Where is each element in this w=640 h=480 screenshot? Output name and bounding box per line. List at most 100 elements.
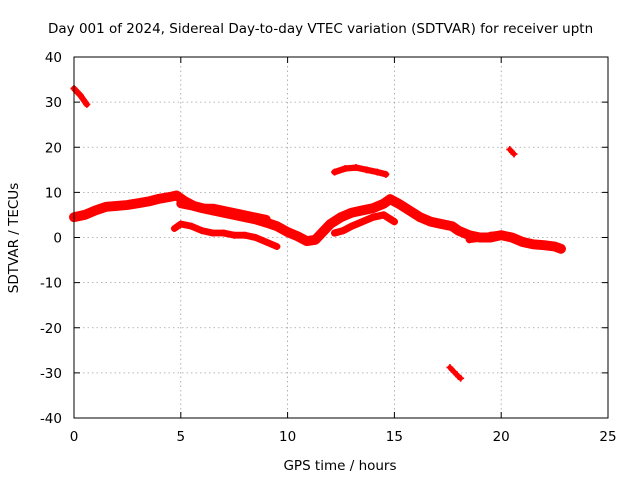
data-point-arc-2-28 [348,209,356,217]
data-point-arc-2-26 [326,220,334,228]
data-point-arc-9-0 [465,236,473,244]
data-point-arc-3-1 [177,220,185,228]
data-point-arc-8-1 [450,368,458,376]
data-point-arc-6-5 [382,170,390,178]
data-point-arc-2-21 [284,228,292,236]
series-group [69,85,566,382]
series-arc-8 [447,365,464,381]
data-point-arc-5-1 [339,227,347,235]
data-point-arc-5-6 [390,218,398,226]
data-point-arc-2-34 [405,206,413,214]
data-point-arc-2-3 [102,203,110,211]
x-tick-label-4: 20 [493,429,510,445]
data-point-arc-3-7 [241,231,249,239]
data-point-arc-2-10 [173,192,181,200]
data-point-arc-2-37 [437,220,445,228]
x-tick-label-0: 0 [70,429,79,445]
y-tick-label-0: -40 [40,411,62,427]
data-point-arc-2-4 [113,202,121,210]
x-tick-label-1: 5 [177,429,186,445]
data-point-arc-1-2 [83,100,91,108]
data-point-arc-6-4 [373,168,381,176]
data-point-arc-4-8 [262,215,270,223]
data-point-arc-3-8 [252,234,260,241]
data-point-arc-4-7 [252,213,260,221]
data-point-arc-3-9 [262,238,270,246]
y-tick-label-1: -30 [40,366,62,382]
data-point-arc-2-22 [294,233,302,241]
y-tick-label-3: -10 [40,276,62,292]
y-tick-label-8: 40 [45,50,62,66]
data-point-arc-1-1 [76,91,84,99]
data-point-arc-2-48 [551,243,559,251]
data-point-arc-3-6 [230,231,238,239]
data-point-arc-2-30 [369,204,377,212]
data-point-arc-2-2 [91,206,99,214]
data-point-arc-6-3 [363,166,371,174]
data-point-arc-9-3 [497,230,505,238]
data-point-arc-4-1 [187,202,195,210]
y-tick-label-5: 10 [45,185,62,201]
data-point-arc-2-23 [303,237,311,245]
data-point-arc-4-6 [241,211,249,219]
data-point-arc-2-27 [337,213,345,221]
data-point-arc-2-31 [380,200,388,208]
data-point-arc-4-4 [220,206,228,214]
y-tick-label-2: -20 [40,321,62,337]
data-point-arc-3-3 [198,227,206,235]
data-point-arc-2-5 [123,201,131,209]
data-point-arc-2-29 [358,206,366,214]
data-point-arc-2-45 [519,238,527,246]
y-tick-label-7: 30 [45,95,62,111]
data-point-arc-6-0 [331,168,339,176]
data-point-arc-9-4 [504,234,512,241]
data-point-arc-2-9 [166,193,174,201]
data-point-arc-4-5 [230,209,238,217]
data-point-arc-2-1 [81,211,89,219]
data-point-arc-2-6 [134,199,142,207]
data-point-arc-2-47 [540,241,548,249]
data-point-arc-3-5 [220,229,228,237]
data-point-arc-2-25 [320,227,328,235]
data-point-arc-3-0 [170,224,178,232]
series-arc-2 [69,190,566,254]
data-point-arc-8-3 [457,374,465,382]
data-point-arc-9-2 [487,231,495,239]
data-point-arc-2-33 [395,200,403,208]
data-point-arc-2-46 [529,240,537,248]
data-point-arc-4-2 [198,204,206,212]
y-axis-label: SDTVAR / TECUs [6,183,22,293]
series-arc-3 [171,220,281,250]
x-tick-label-3: 15 [386,429,403,445]
data-point-arc-3-2 [187,222,195,230]
data-point-arc-5-4 [369,213,377,221]
data-point-arc-4-0 [177,200,185,208]
chart-title: Day 001 of 2024, Sidereal Day-to-day VTE… [48,21,593,37]
x-tick-label-5: 25 [599,429,616,445]
data-point-arc-5-0 [331,229,339,237]
y-tick-label-6: 20 [45,140,62,156]
grid [74,57,608,418]
y-tick-label-4: 0 [53,231,62,247]
data-point-arc-5-2 [348,222,356,230]
data-point-arc-2-35 [416,213,424,221]
data-point-arc-2-49 [557,245,565,253]
data-point-arc-6-2 [352,164,360,172]
data-point-arc-2-24 [311,236,319,244]
data-point-arc-5-5 [380,211,388,219]
data-point-arc-3-10 [273,243,281,251]
data-point-arc-2-8 [155,195,163,203]
ticks: 0 5 10 15 20 25 -40 -30 -20 -10 0 10 20 30 40 [40,50,617,445]
data-point-arc-7-1 [510,150,518,158]
data-point-arc-2-36 [427,218,435,226]
data-point-arc-8-0 [446,363,454,371]
data-point-arc-6-1 [341,164,349,172]
data-point-arc-2-32 [386,195,394,203]
data-point-arc-4-3 [209,204,217,212]
data-point-arc-3-4 [209,229,217,237]
x-axis-label: GPS time / hours [283,458,396,474]
x-tick-label-2: 10 [279,429,296,445]
data-point-arc-2-20 [273,222,281,230]
data-point-arc-9-1 [476,234,484,242]
